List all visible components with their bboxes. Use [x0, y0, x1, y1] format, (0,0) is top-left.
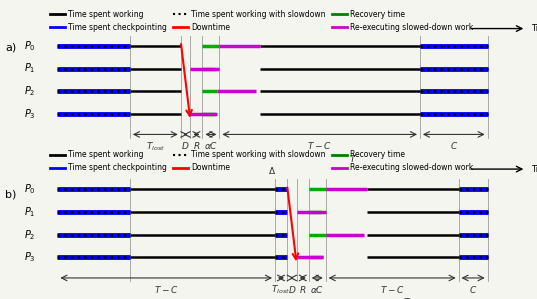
Text: Time: Time: [531, 24, 537, 33]
Text: $T - C$: $T - C$: [154, 284, 179, 295]
Text: $P_0$: $P_0$: [24, 39, 35, 53]
Text: $T - C$: $T - C$: [307, 140, 332, 151]
Text: $T_{lost}$: $T_{lost}$: [271, 284, 291, 296]
Text: $T - C$: $T - C$: [380, 284, 404, 295]
Text: $P_3$: $P_3$: [24, 251, 35, 264]
Text: a): a): [5, 43, 17, 53]
Text: $D$: $D$: [288, 284, 296, 295]
Text: $P_2$: $P_2$: [24, 84, 35, 98]
Text: $P_0$: $P_0$: [24, 182, 35, 196]
Legend: Time spent working, Time spent checkpointing, Time spent working with slowdown, : Time spent working, Time spent checkpoin…: [47, 7, 477, 35]
Text: $\alpha C$: $\alpha C$: [310, 284, 324, 295]
Text: $T$: $T$: [403, 296, 411, 299]
Text: $\Delta$: $\Delta$: [268, 165, 277, 176]
Text: $C$: $C$: [469, 284, 477, 295]
Legend: Time spent working, Time spent checkpointing, Time spent working with slowdown, : Time spent working, Time spent checkpoin…: [47, 147, 477, 175]
Text: $T$: $T$: [350, 152, 358, 164]
Text: $C$: $C$: [449, 140, 458, 151]
Text: $P_2$: $P_2$: [24, 228, 35, 242]
Text: $R$: $R$: [299, 284, 307, 295]
Text: $P_1$: $P_1$: [24, 205, 35, 219]
Text: $\alpha C$: $\alpha C$: [204, 140, 218, 151]
Text: $D$: $D$: [182, 140, 190, 151]
Text: b): b): [5, 189, 17, 199]
Text: $T_{lost}$: $T_{lost}$: [146, 140, 165, 152]
Text: $R$: $R$: [193, 140, 200, 151]
Text: $P_1$: $P_1$: [24, 62, 35, 75]
Text: $P_3$: $P_3$: [24, 107, 35, 121]
Text: Time: Time: [531, 164, 537, 174]
